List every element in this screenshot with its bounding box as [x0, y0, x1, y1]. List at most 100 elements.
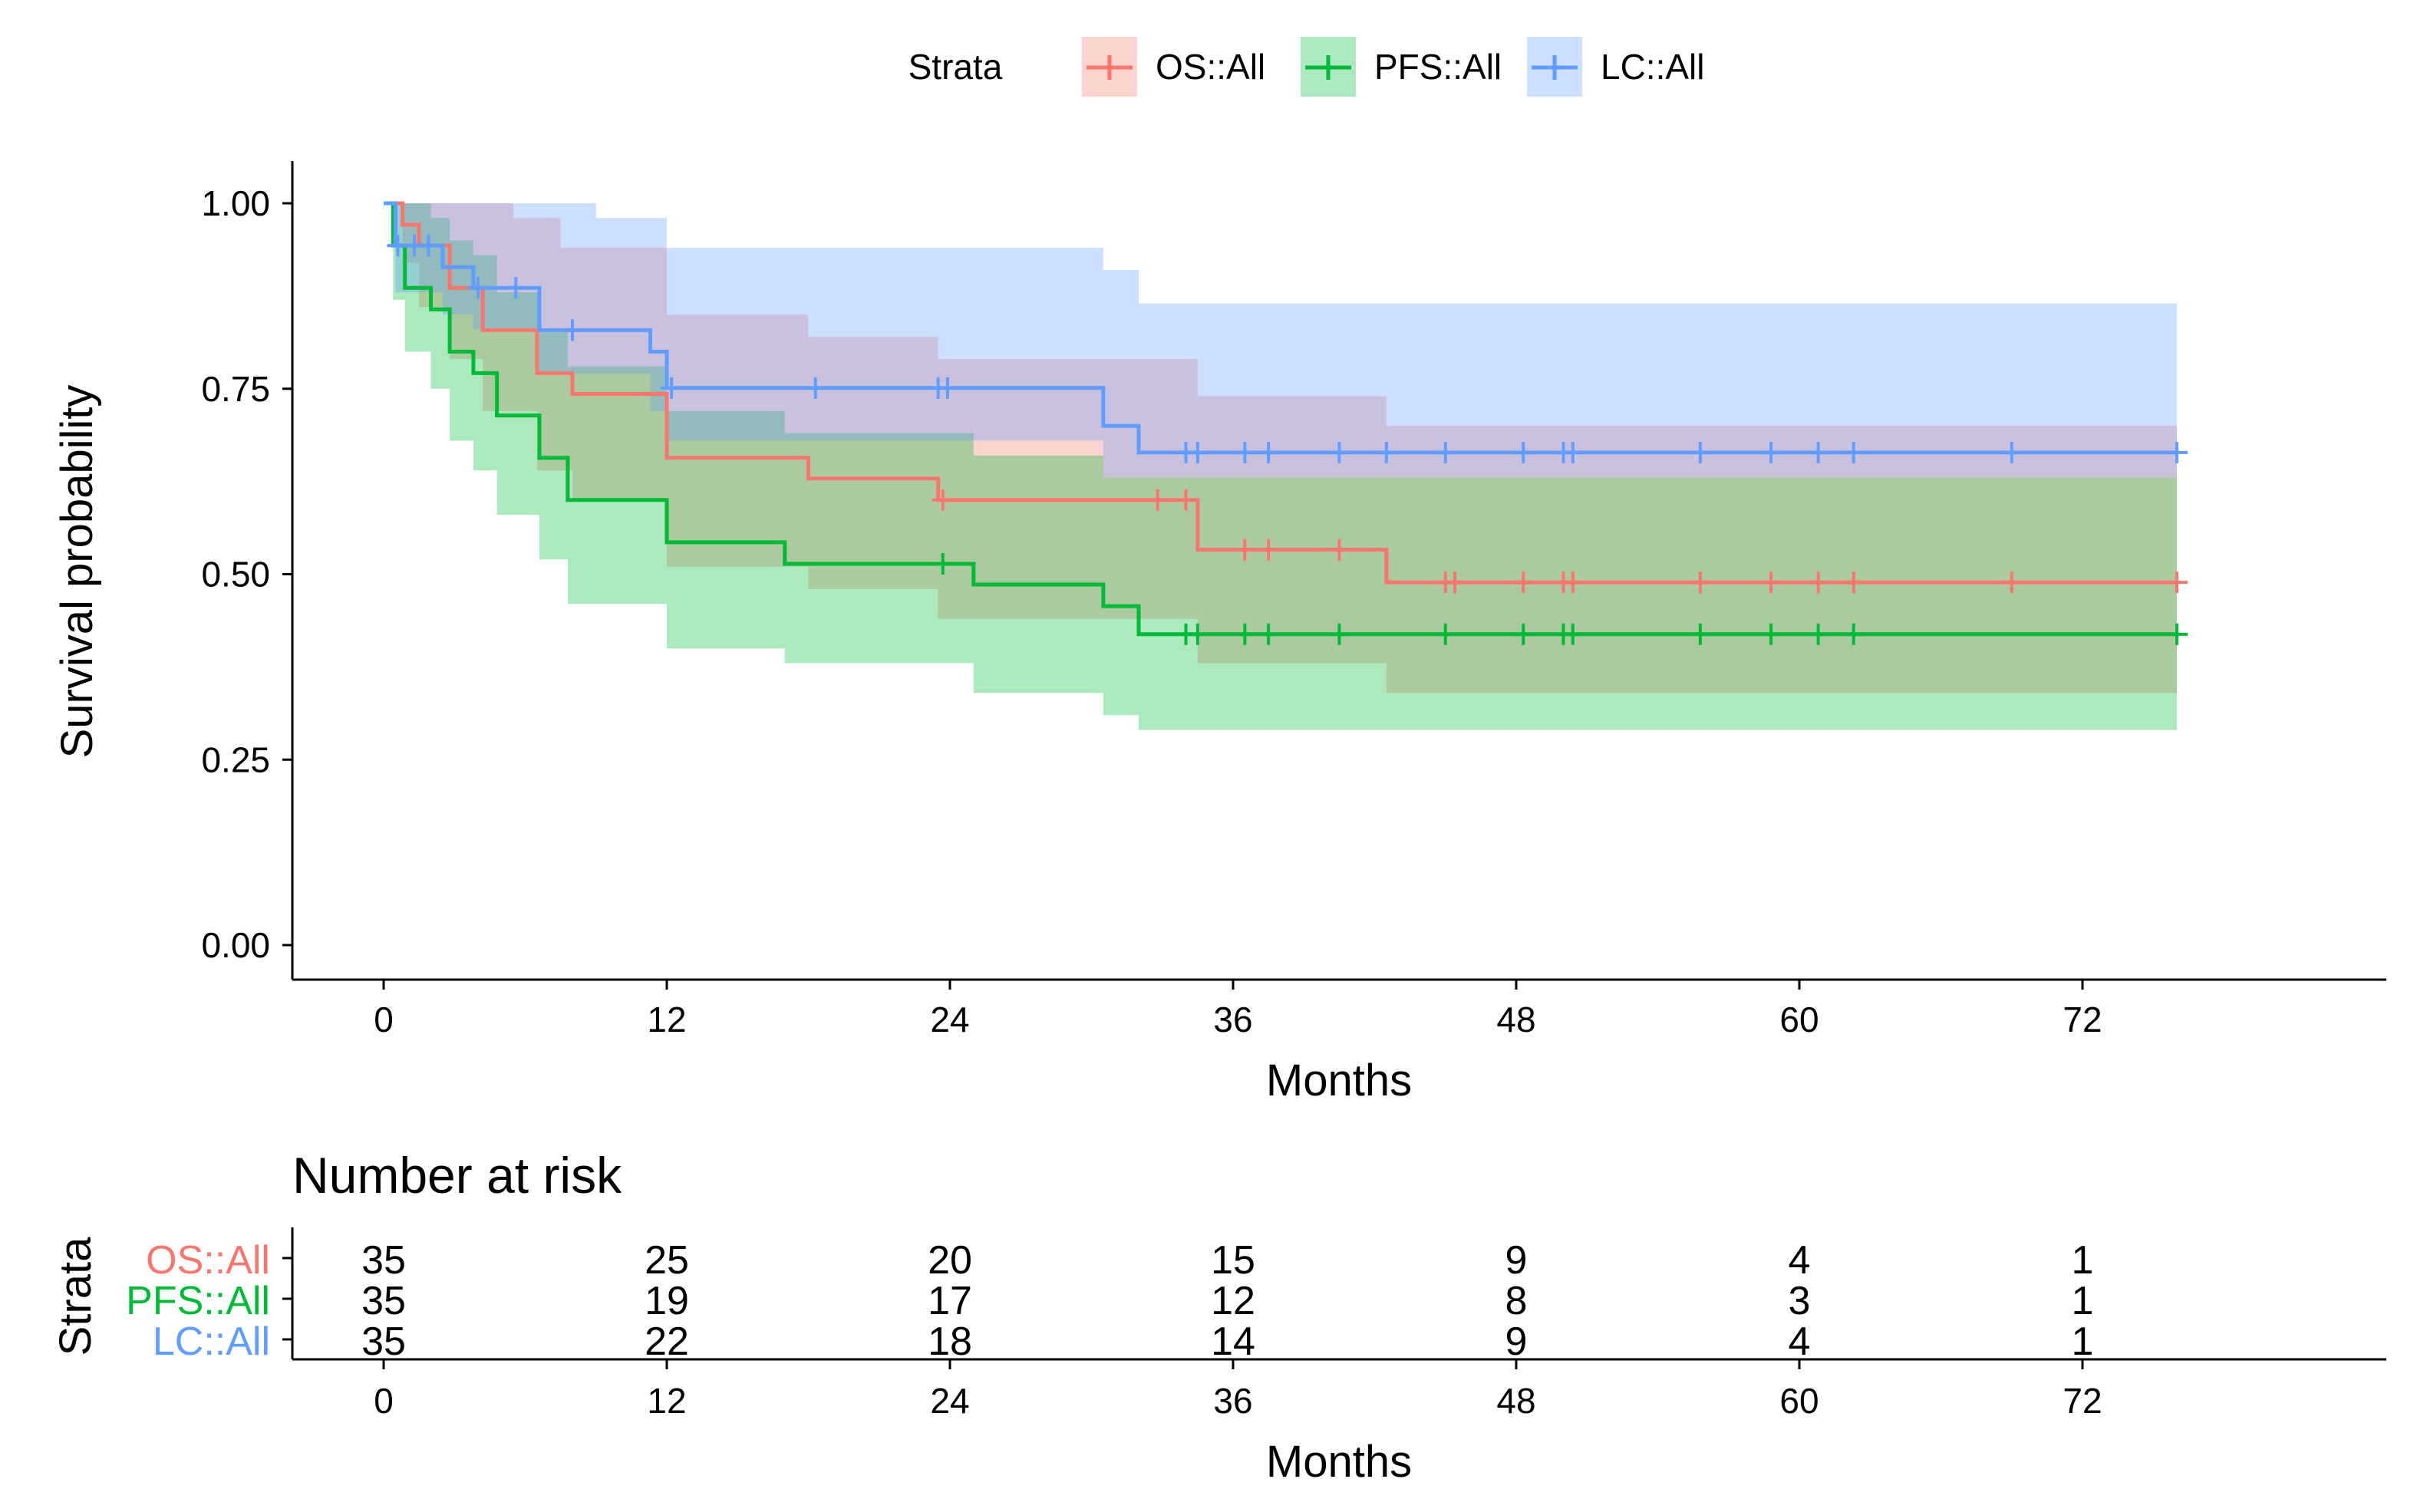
risk-count: 35 — [361, 1319, 406, 1364]
censor-mark-lc-all — [936, 377, 958, 399]
censor-mark-os-all — [1561, 572, 1584, 594]
y-axis-ticks: 0.00 0.25 0.50 0.75 1.00 — [201, 183, 292, 965]
censor-mark-pfs-all — [1842, 623, 1865, 645]
censor-mark-pfs-all — [1328, 623, 1350, 645]
confidence-bands — [384, 203, 2177, 730]
legend-label: OS::All — [1156, 47, 1265, 87]
x-tick-label: 72 — [2063, 1000, 2102, 1039]
censor-marks — [387, 235, 2188, 645]
y-axis-title: Survival probability — [52, 385, 102, 759]
censor-mark-lc-all — [1328, 441, 1350, 463]
x-axis-title: Months — [1266, 1056, 1412, 1105]
legend-label: LC::All — [1601, 47, 1704, 87]
censor-mark-os-all — [1689, 572, 1711, 594]
censor-mark-lc-all — [1186, 441, 1209, 463]
risk-x-tick-label: 0 — [374, 1381, 394, 1421]
legend-item-lc-all: LC::All — [1527, 37, 1704, 97]
censor-mark-lc-all — [1512, 441, 1535, 463]
risk-count: 35 — [361, 1238, 406, 1283]
legend-label: PFS::All — [1374, 47, 1502, 87]
risk-x-tick-label: 48 — [1496, 1381, 1535, 1421]
risk-count: 1 — [2072, 1319, 2094, 1364]
risk-count: 9 — [1505, 1319, 1528, 1364]
x-tick-label: 0 — [374, 1000, 394, 1039]
censor-mark-os-all — [1234, 539, 1256, 561]
risk-count: 1 — [2072, 1238, 2094, 1283]
censor-mark-lc-all — [467, 277, 489, 299]
censor-mark-lc-all — [1561, 441, 1584, 463]
risk-count: 1 — [2072, 1279, 2094, 1323]
censor-mark-os-all — [1444, 572, 1466, 594]
censor-mark-pfs-all — [1234, 623, 1256, 645]
risk-y-axis-title: Strata — [51, 1237, 101, 1356]
risk-table-title: Number at risk — [292, 1147, 622, 1204]
risk-x-tick-label: 24 — [930, 1381, 969, 1421]
ci-band-os-all — [384, 203, 2177, 693]
y-tick-label: 0.50 — [201, 555, 270, 595]
x-tick-label: 60 — [1779, 1000, 1819, 1039]
censor-mark-lc-all — [804, 377, 826, 399]
censor-mark-os-all — [1258, 539, 1280, 561]
censor-mark-os-all — [2166, 572, 2188, 594]
censor-mark-pfs-all — [1760, 623, 1782, 645]
censor-mark-lc-all — [1234, 441, 1256, 463]
censor-mark-os-all — [932, 489, 954, 511]
censor-mark-lc-all — [1842, 441, 1865, 463]
censor-mark-os-all — [1760, 572, 1782, 594]
risk-count: 4 — [1789, 1319, 1811, 1364]
risk-count: 22 — [645, 1319, 689, 1364]
censor-mark-lc-all — [2166, 441, 2188, 463]
risk-count: 19 — [645, 1279, 689, 1323]
risk-x-tick-label: 12 — [647, 1381, 686, 1421]
censor-mark-lc-all — [562, 319, 583, 341]
censor-mark-os-all — [1146, 489, 1169, 511]
risk-x-axis-title: Months — [1266, 1437, 1412, 1487]
censor-mark-lc-all — [505, 277, 527, 299]
risk-count: 4 — [1789, 1238, 1811, 1283]
y-tick-label: 0.25 — [201, 740, 270, 779]
risk-row-pfs-all: PFS::All 35 19 17 12 8 3 1 — [126, 1279, 2093, 1323]
legend: Strata OS::All PFS::All LC::All — [908, 37, 1704, 97]
censor-mark-os-all — [1807, 572, 1829, 594]
censor-mark-pfs-all — [2166, 623, 2188, 645]
risk-count: 35 — [361, 1279, 406, 1323]
censor-mark-pfs-all — [1689, 623, 1711, 645]
ci-band-pfs-all — [384, 203, 2177, 730]
y-tick-label: 0.75 — [201, 369, 270, 409]
censor-mark-os-all — [1328, 539, 1350, 561]
curve-pfs-all — [384, 201, 2177, 637]
risk-count: 3 — [1789, 1279, 1811, 1323]
risk-x-tick-label: 36 — [1213, 1381, 1252, 1421]
censor-mark-os-all — [1175, 489, 1197, 511]
censor-mark-lc-all — [661, 377, 683, 399]
ci-band-lc-all — [384, 203, 2177, 478]
risk-count: 14 — [1211, 1319, 1255, 1364]
censor-mark-pfs-all — [1258, 623, 1280, 645]
risk-count: 15 — [1211, 1238, 1255, 1283]
risk-x-tick-label: 60 — [1779, 1381, 1819, 1421]
censor-mark-pfs-all — [1186, 623, 1209, 645]
x-tick-label: 36 — [1213, 1000, 1252, 1039]
risk-count: 9 — [1505, 1238, 1528, 1283]
censor-mark-lc-all — [1434, 441, 1456, 463]
censor-mark-lc-all — [417, 235, 440, 257]
censor-mark-os-all — [1842, 572, 1865, 594]
censor-mark-lc-all — [1375, 441, 1397, 463]
censor-mark-pfs-all — [1807, 623, 1829, 645]
censor-mark-lc-all — [1807, 441, 1829, 463]
x-tick-label: 12 — [647, 1000, 686, 1039]
risk-count: 17 — [928, 1279, 972, 1323]
risk-row-os-all: OS::All 35 25 20 15 9 4 1 — [146, 1238, 2093, 1283]
risk-count: 20 — [928, 1238, 972, 1283]
censor-mark-pfs-all — [1434, 623, 1456, 645]
censor-mark-lc-all — [1689, 441, 1711, 463]
y-tick-label: 0.00 — [201, 925, 270, 965]
legend-title: Strata — [908, 47, 1003, 87]
risk-x-axis-ticks: 0 12 24 36 48 60 72 — [374, 1359, 2102, 1421]
censor-mark-lc-all — [1760, 441, 1782, 463]
x-tick-label: 24 — [930, 1000, 969, 1039]
curve-os-all — [384, 201, 2177, 585]
censor-mark-pfs-all — [1512, 623, 1535, 645]
risk-row-label: PFS::All — [126, 1279, 270, 1323]
